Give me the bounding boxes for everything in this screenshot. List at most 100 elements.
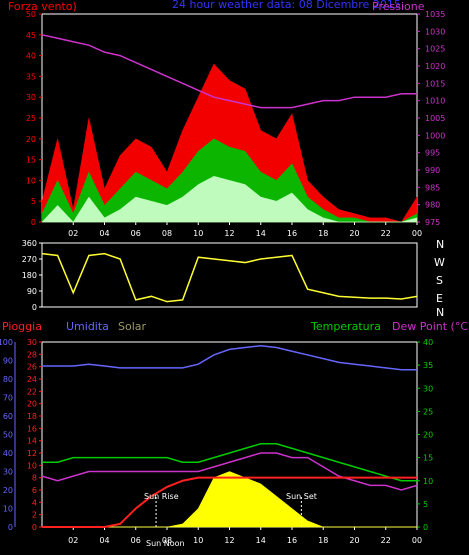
wind-y-tick-label: 20 (26, 135, 36, 144)
pressure-label: Pressione (372, 0, 425, 13)
wind-y-tick-label: 15 (26, 156, 36, 165)
direction-y-tick-label: 90 (27, 287, 37, 296)
top-x-tick-label: 08 (162, 229, 172, 238)
temp-y-tick-label: 0 (423, 523, 428, 532)
direction-y-tick-label: 0 (32, 303, 37, 312)
pressure-y-tick-label: 1025 (425, 45, 445, 54)
compass-w: W (434, 256, 445, 269)
temp-y-tick-label: 15 (423, 454, 433, 463)
pressure-y-tick-label: 1035 (425, 10, 445, 19)
top-x-tick-label: 10 (193, 229, 203, 238)
wind-y-tick-label: 30 (26, 93, 36, 102)
dewpoint-label: Dew Point (°C) (392, 320, 469, 333)
lower-x-tick-label: 04 (99, 536, 109, 545)
lower-x-tick-label: 14 (256, 536, 266, 545)
wind-y-tick-label: 10 (26, 176, 36, 185)
top-x-tick-label: 02 (68, 229, 78, 238)
top-x-tick-label: 20 (349, 229, 359, 238)
temp-y-tick-label: 40 (423, 338, 433, 347)
humidity-y-tick-label: 20 (3, 486, 13, 495)
humidity-y-tick-label: 50 (3, 431, 13, 440)
chart-title: 24 hour weather data: 08 Dicembre 2015 (172, 0, 401, 11)
rain-y-tick-label: 14 (27, 437, 37, 446)
rain-line (42, 476, 417, 528)
direction-line (41, 252, 418, 303)
lower-x-tick-label: 10 (193, 536, 203, 545)
solar-area (42, 471, 417, 528)
wind-direction-chart: 0 90 180 270 360 (22, 239, 418, 312)
temperature-label: Temperatura (310, 320, 381, 333)
temp-y-tick-label: 20 (423, 431, 433, 440)
humidity-label: Umidita (66, 320, 109, 333)
temp-y-tick-label: 30 (423, 384, 433, 393)
compass-s: S (436, 274, 443, 287)
rain-y-tick-label: 28 (27, 350, 37, 359)
compass-n-bottom: N (436, 306, 444, 319)
temp-y-tick-label: 5 (423, 500, 428, 509)
pressure-y-tick-label: 985 (425, 183, 440, 192)
top-x-tick-label: 06 (131, 229, 141, 238)
direction-y-tick-label: 360 (22, 239, 37, 248)
wind-y-tick-label: 0 (31, 218, 36, 227)
sunset-annotation: Sun Set (286, 492, 317, 501)
humidity-y-tick-label: 100 (0, 338, 13, 347)
pressure-line (41, 34, 417, 109)
temp-y-tick-label: 10 (423, 477, 433, 486)
dewpoint-line (41, 452, 418, 491)
wind-pressure-chart: 0510152025303540455097598098599099510001… (26, 10, 446, 238)
pressure-y-tick-label: 1030 (425, 27, 445, 36)
pressure-y-tick-label: 995 (425, 149, 440, 158)
rain-y-tick-label: 12 (27, 449, 37, 458)
noon-annotation: Sun Noon (146, 539, 185, 548)
direction-y-tick-label: 270 (22, 255, 37, 264)
pressure-y-tick-label: 1015 (425, 79, 445, 88)
wind-y-tick-label: 50 (26, 10, 36, 19)
rain-y-tick-label: 22 (27, 387, 37, 396)
rain-y-tick-label: 26 (27, 363, 37, 372)
temp-humidity-chart: 0102030405060708090100024681012141618202… (0, 338, 433, 545)
lower-x-tick-label: 18 (318, 536, 328, 545)
humidity-y-tick-label: 40 (3, 449, 13, 458)
top-x-tick-label: 00 (412, 229, 422, 238)
wind-y-tick-label: 45 (26, 31, 36, 40)
top-x-tick-label: 12 (224, 229, 234, 238)
temperature-line (42, 443, 417, 482)
rain-y-tick-label: 24 (27, 375, 37, 384)
wind-y-tick-label: 35 (26, 72, 36, 81)
humidity-y-tick-label: 60 (3, 412, 13, 421)
rain-y-tick-label: 8 (32, 474, 37, 483)
solar-label: Solar (118, 320, 147, 333)
compass-e: E (436, 292, 443, 305)
humidity-y-tick-label: 30 (3, 468, 13, 477)
lower-x-tick-label: 08 (162, 536, 172, 545)
lower-x-tick-label: 16 (287, 536, 297, 545)
lower-x-tick-label: 02 (68, 536, 78, 545)
rain-y-tick-label: 20 (27, 400, 37, 409)
wind-y-tick-label: 40 (26, 52, 36, 61)
humidity-y-tick-label: 10 (3, 505, 13, 514)
compass-n-top: N (436, 238, 444, 251)
wind-y-tick-label: 25 (26, 114, 36, 123)
lower-x-tick-label: 06 (131, 536, 141, 545)
top-x-tick-label: 04 (99, 229, 109, 238)
rain-y-tick-label: 10 (27, 461, 37, 470)
sunrise-annotation: Sun Rise (144, 492, 179, 501)
humidity-y-tick-label: 90 (3, 357, 13, 366)
lower-x-tick-label: 12 (224, 536, 234, 545)
top-x-tick-label: 18 (318, 229, 328, 238)
pressure-y-tick-label: 1000 (425, 131, 445, 140)
pressure-y-tick-label: 975 (425, 218, 440, 227)
rain-y-tick-label: 18 (27, 412, 37, 421)
humidity-y-tick-label: 70 (3, 394, 13, 403)
direction-y-tick-label: 180 (22, 271, 37, 280)
rain-y-tick-label: 30 (27, 338, 37, 347)
pressure-y-tick-label: 1010 (425, 97, 445, 106)
wind-min-area (41, 175, 418, 223)
top-x-tick-label: 14 (256, 229, 266, 238)
lower-x-tick-label: 20 (349, 536, 359, 545)
pressure-y-tick-label: 1020 (425, 62, 445, 71)
wind-y-tick-label: 5 (31, 197, 36, 206)
rain-y-tick-label: 6 (32, 486, 37, 495)
wind-label: Forza vento) (8, 0, 77, 13)
